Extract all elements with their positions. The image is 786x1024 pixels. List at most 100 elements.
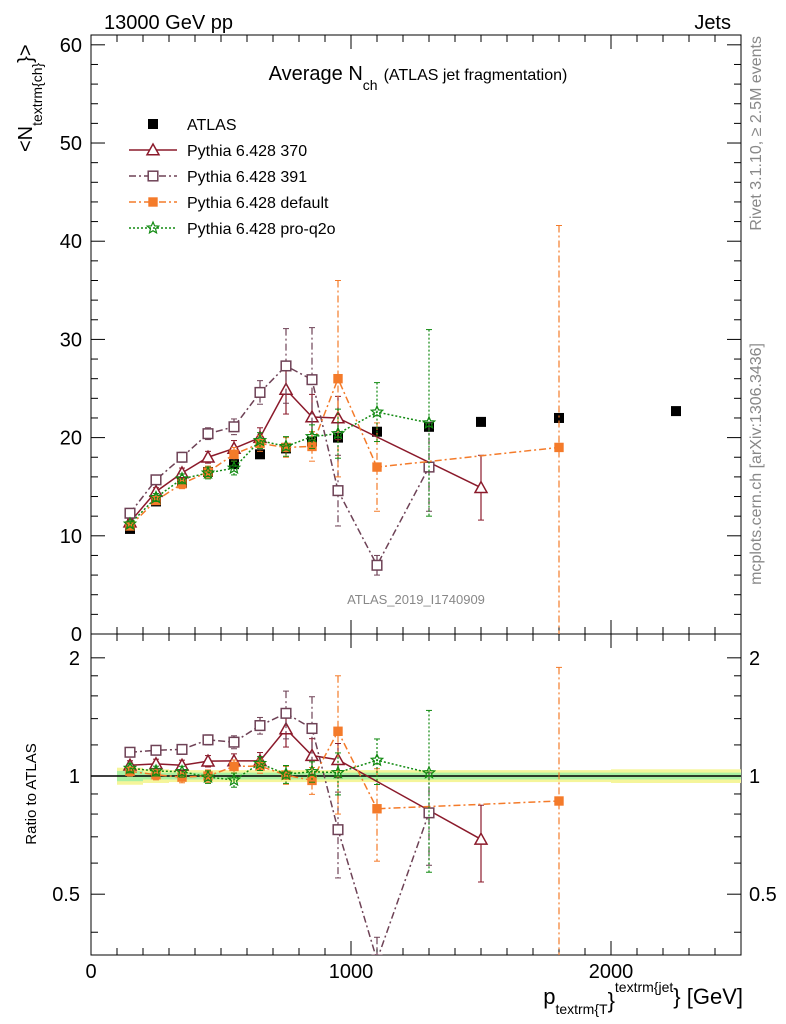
axis-ticks: 0 1000 2000 0 10 20 30 40 50 60 0.5 0.5 1 1 2 2 [52, 35, 777, 983]
marker-square-filled [229, 761, 239, 772]
x-axis-label-end: } [GeV] [673, 984, 743, 1009]
marker-square-open [371, 954, 383, 955]
marker-triangle [200, 449, 216, 463]
x-tick-label: 1000 [329, 961, 374, 983]
y-tick-label: 30 [60, 329, 82, 351]
y-axis-label-sub: textrm{ch} [29, 63, 45, 126]
ratio-series-3 [122, 709, 437, 873]
marker-square-open [254, 720, 266, 732]
data-point [554, 412, 564, 423]
ratio-series-0 [122, 712, 489, 883]
marker-star [330, 765, 346, 779]
y-axis-label-end: }> [15, 44, 37, 62]
marker-square-open [124, 746, 136, 758]
header-left: 13000 GeV pp [104, 12, 233, 34]
chart-title-sub: ch [363, 77, 378, 93]
ratio-tick-label: 0.5 [52, 884, 80, 906]
x-axis-label-sub: textrm{T [555, 1001, 608, 1017]
marker-star [226, 460, 242, 475]
x-axis-label-mid: } [608, 988, 615, 1013]
y-tick-label: 60 [60, 35, 82, 57]
legend-label: Pythia 6.428 391 [187, 169, 307, 186]
marker-star [252, 755, 268, 770]
y-tick-label: 10 [60, 526, 82, 548]
chart-title: Average Nch (ATLAS jet fragmentation) [269, 63, 568, 93]
marker-square-open [202, 428, 214, 440]
marker-square-open [228, 736, 240, 748]
legend-entry-atlas: ATLAS [148, 117, 237, 134]
series-line [129, 411, 430, 525]
y-tick-label: 0 [71, 624, 82, 646]
marker-triangle [473, 831, 489, 845]
series-line [129, 388, 482, 523]
marker-square-open [306, 374, 318, 386]
y-axis-label: <Ntextrm{ch}}> [15, 44, 45, 152]
marker-square-open [150, 744, 162, 756]
ratio-tick-label-right: 0.5 [749, 884, 777, 906]
data-point [229, 459, 239, 470]
marker-triangle [473, 480, 489, 494]
marker-square-open [254, 386, 266, 398]
marker-star [174, 471, 190, 485]
legend-entry-1: Pythia 6.428 391 [129, 169, 307, 186]
marker-square-open [280, 707, 292, 719]
x-tick-label: 2000 [589, 961, 634, 983]
legend-entry-2: Pythia 6.428 default [129, 195, 329, 212]
y-tick-label: 40 [60, 231, 82, 253]
analysis-id: ATLAS_2019_I1740909 [347, 592, 485, 607]
marker-square-open [176, 451, 188, 463]
header-right: Jets [694, 12, 731, 34]
data-point [255, 449, 265, 460]
marker-star [278, 438, 294, 453]
ratio-line [129, 759, 430, 781]
marker-square-filled [333, 726, 343, 736]
series-2 [125, 225, 564, 634]
marker-square-open [332, 824, 344, 836]
ratio-panel-frame [90, 633, 742, 956]
marker-star [148, 763, 164, 778]
ratio-tick-label: 1 [69, 766, 80, 788]
main-series [122, 225, 681, 634]
marker-square-open [280, 360, 292, 372]
x-axis-label-main: p [543, 984, 555, 1009]
y-tick-label: 20 [60, 428, 82, 450]
marker-square-filled [229, 449, 239, 460]
marker-star [122, 760, 138, 775]
marker-star [304, 429, 320, 443]
marker-star [148, 489, 164, 504]
marker-square-open [147, 170, 159, 182]
marker-square-filled [372, 804, 382, 814]
marker-square-open [176, 743, 188, 755]
ratio-axis-label: Ratio to ATLAS [23, 743, 40, 844]
legend-entry-0: Pythia 6.428 370 [129, 142, 307, 160]
marker-square-open [202, 734, 214, 746]
chart-title-rest: (ATLAS jet fragmentation) [384, 67, 568, 84]
marker-square-filled [554, 442, 564, 453]
marker-star [330, 426, 346, 440]
legend-entry-3: Pythia 6.428 pro-q2o [129, 220, 336, 238]
marker-square-open [150, 474, 162, 486]
marker-star [369, 752, 385, 767]
marker-triangle [278, 721, 294, 735]
marker-star [200, 769, 216, 784]
legend-label: Pythia 6.428 370 [187, 143, 307, 160]
x-axis-label: ptextrm{T}textrm{jet} [GeV] [543, 979, 743, 1017]
x-tick-label: 0 [85, 961, 96, 983]
marker-triangle [330, 752, 346, 766]
marker-star [200, 465, 216, 480]
marker-square-filled [281, 442, 291, 453]
x-axis-label-sup: textrm{jet [615, 979, 673, 995]
marker-square-open [371, 559, 383, 571]
ratio-line [129, 727, 482, 840]
chart-title-main: Average N [269, 63, 363, 85]
mcplots-label: mcplots.cern.ch [arXiv:1306.3436] [748, 343, 765, 585]
data-point [148, 119, 158, 129]
series-line [129, 364, 430, 567]
marker-square-filled [333, 373, 343, 384]
marker-star [421, 765, 437, 779]
ratio-tick-label-right: 2 [749, 648, 760, 670]
marker-square-open [306, 722, 318, 735]
data-point [476, 416, 486, 427]
ratio-tick-label: 2 [69, 648, 80, 670]
